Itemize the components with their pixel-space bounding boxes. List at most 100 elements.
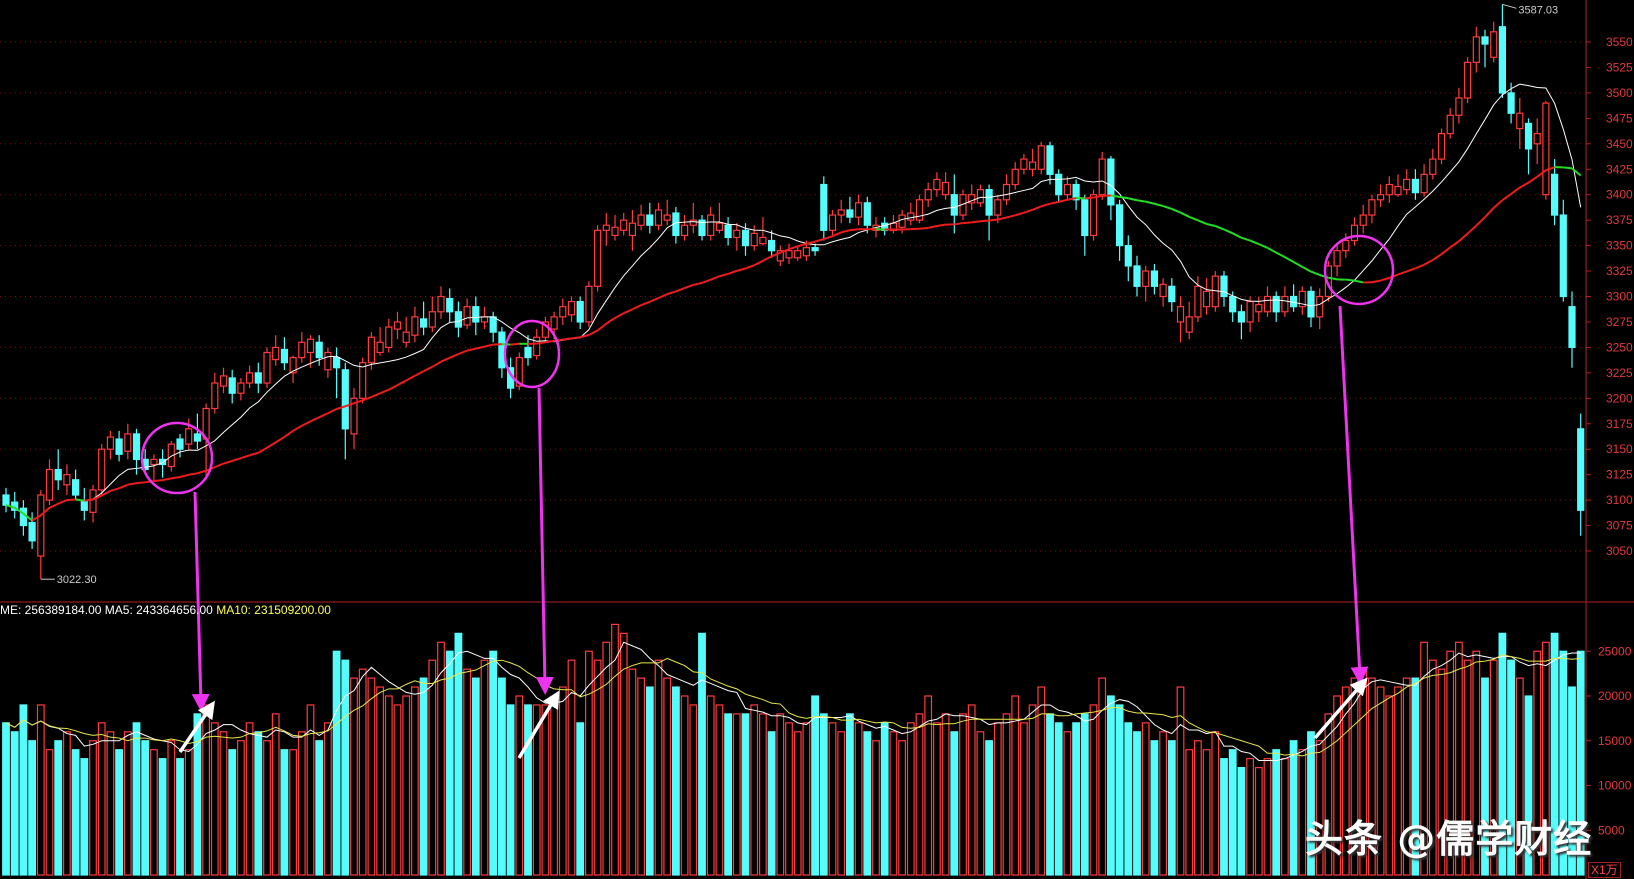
volume-bar-down — [1507, 659, 1516, 876]
highlight-circle — [1323, 234, 1395, 306]
ma-long-segment — [310, 416, 320, 423]
volume-bar-down — [228, 749, 237, 876]
volume-bar-up — [558, 686, 567, 876]
volume-bar-up — [402, 695, 411, 876]
volume-bar-down — [845, 713, 854, 876]
candle-up — [915, 199, 924, 221]
candle-up — [1263, 295, 1272, 313]
vol-ma5: MA5: 243364656.00 — [104, 603, 213, 617]
volume-bar-up — [1420, 641, 1429, 876]
candle-up — [994, 199, 1002, 216]
ma-long-segment — [1067, 197, 1077, 201]
candle-up — [1446, 114, 1454, 135]
volume-bar-up — [1002, 713, 1011, 876]
candle-up — [1316, 295, 1324, 318]
candle-up — [837, 209, 845, 216]
volume-bar-up — [932, 722, 941, 876]
volume-bar-up — [1202, 749, 1211, 876]
candle-down — [646, 214, 654, 226]
ma-long-segment — [397, 379, 407, 387]
candle-down — [80, 499, 88, 511]
candle-up — [1472, 36, 1480, 63]
ma-long-segment — [197, 469, 207, 475]
volume-bar-up — [202, 704, 211, 876]
volume-bar-down — [158, 758, 167, 876]
volume-bar-up — [36, 704, 45, 876]
ma-long-segment — [1249, 239, 1260, 246]
volume-bar-up — [732, 713, 741, 876]
candle-down — [1498, 26, 1507, 94]
ma-long-segment — [214, 462, 224, 469]
candle-up — [1281, 295, 1289, 313]
volume-bar-up — [959, 713, 967, 876]
volume-bar-up — [663, 677, 672, 876]
volume-bar-up — [263, 740, 271, 876]
ma-lines — [5, 83, 1582, 522]
volume-bar-up — [906, 722, 915, 876]
volume-bar-up — [593, 659, 602, 876]
candle-up — [1403, 178, 1411, 191]
candle-down — [1568, 306, 1576, 348]
candle-up — [1028, 161, 1037, 170]
candle-down — [1220, 275, 1228, 298]
volume-bar-down — [645, 686, 654, 876]
volume-bar-down — [741, 713, 750, 876]
ma-long-segment — [771, 251, 781, 258]
ma-long-segment — [536, 341, 546, 345]
vol-value: ME: 256389184.00 — [0, 603, 102, 617]
ma-long-segment — [1275, 251, 1286, 259]
ma-long-segment — [693, 281, 703, 286]
magenta-arrow — [1338, 305, 1369, 685]
candle-up — [298, 341, 306, 359]
candle-up — [550, 316, 558, 330]
ma-long-segment — [1449, 240, 1460, 249]
highlight-circle — [140, 421, 214, 495]
ma-long-segment — [110, 487, 120, 492]
candle-down — [1124, 245, 1132, 267]
price-tick-label: 3325 — [1606, 264, 1633, 278]
ma-long-segment — [1519, 181, 1529, 189]
candle-up — [1350, 224, 1359, 242]
candle-up — [463, 306, 471, 326]
volume-bar-up — [802, 722, 811, 876]
candle-down — [863, 202, 871, 226]
candle-up — [750, 232, 758, 247]
ma-long-segment — [257, 446, 268, 454]
volume-bar-up — [1254, 766, 1263, 876]
candle-up — [1342, 239, 1350, 252]
ma-long-segment — [753, 259, 764, 267]
volume-bar-up — [167, 740, 176, 876]
ma-long-segment — [1041, 202, 1051, 208]
ma-long-segment — [779, 248, 790, 254]
candle-down — [193, 433, 201, 442]
candle-up — [237, 382, 245, 394]
volume-bar-down — [141, 740, 150, 876]
ma-long-segment — [1371, 279, 1381, 284]
candle-up — [1542, 102, 1550, 196]
volume-bar-up — [602, 641, 611, 876]
ma-long-segment — [31, 514, 42, 522]
ma-long-segment — [623, 308, 633, 315]
volume-bar-up — [993, 722, 1002, 876]
candle-up — [376, 341, 384, 354]
ma-long-segment — [275, 436, 285, 444]
price-tick-label: 3375 — [1606, 213, 1633, 227]
candle-up — [1516, 112, 1524, 130]
volume-bar-up — [1263, 758, 1272, 876]
candle-up — [1089, 194, 1098, 237]
candle-down — [176, 438, 184, 450]
volume-bar-up — [619, 632, 628, 876]
ma-long-segment — [832, 231, 842, 238]
extreme-labels: 3587.03 3022.30 — [40, 3, 1558, 586]
ma-long-segment — [1563, 166, 1573, 170]
volume-bar-up — [758, 713, 767, 876]
ma-long-segment — [701, 278, 712, 284]
ma-long-segment — [484, 343, 494, 348]
volume-bar-up — [89, 740, 97, 876]
candle-up — [393, 321, 402, 330]
candle-up — [1255, 304, 1263, 313]
candle-down — [54, 468, 62, 481]
candle-up — [306, 338, 315, 354]
candle-down — [724, 224, 732, 239]
